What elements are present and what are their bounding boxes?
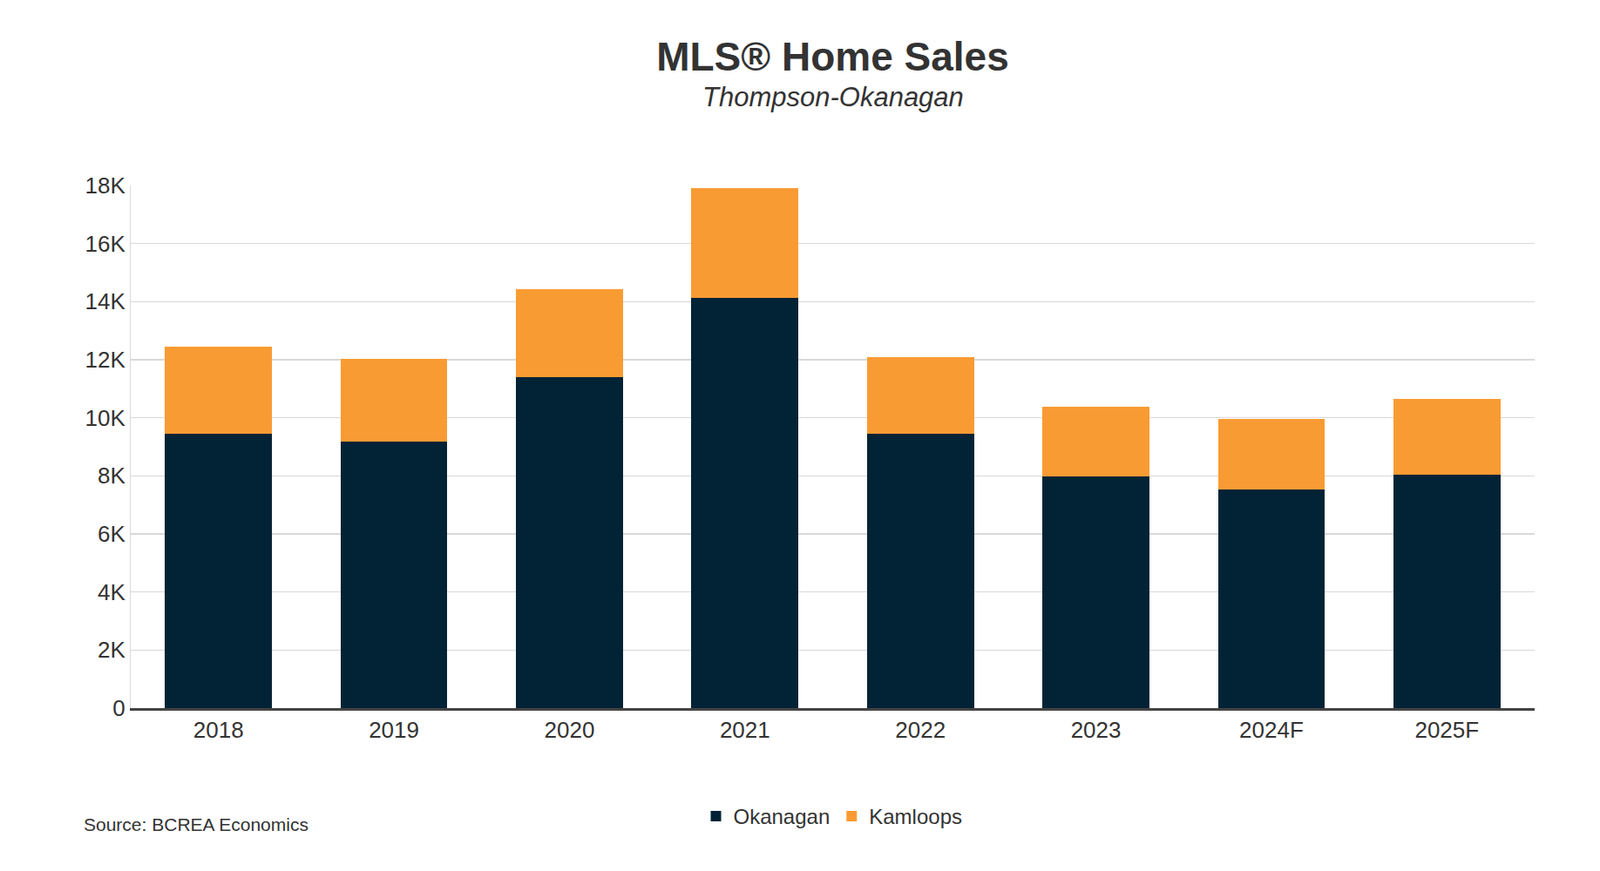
svg-text:2021: 2021	[719, 717, 771, 744]
svg-text:16K: 16K	[85, 230, 127, 258]
svg-text:Kamloops: Kamloops	[868, 805, 963, 829]
svg-text:0: 0	[112, 695, 125, 722]
svg-text:Okanagan: Okanagan	[733, 805, 831, 829]
svg-text:12K: 12K	[85, 346, 127, 373]
svg-text:Source: BCREA Economics: Source: BCREA Economics	[83, 814, 309, 835]
svg-text:2019: 2019	[368, 717, 420, 744]
svg-text:10K: 10K	[85, 405, 127, 432]
svg-text:MLS® Home Sales: MLS® Home Sales	[656, 33, 1010, 80]
svg-text:2K: 2K	[97, 637, 126, 664]
svg-text:2022: 2022	[894, 717, 946, 744]
svg-text:2020: 2020	[544, 717, 596, 744]
svg-text:14K: 14K	[85, 288, 127, 315]
svg-text:6K: 6K	[97, 521, 126, 548]
svg-text:2018: 2018	[193, 717, 245, 744]
svg-text:2025F: 2025F	[1414, 717, 1479, 744]
svg-text:2024F: 2024F	[1239, 717, 1304, 744]
svg-text:8K: 8K	[97, 462, 126, 489]
svg-text:18K: 18K	[85, 172, 127, 199]
svg-text:Thompson-Okanagan: Thompson-Okanagan	[702, 81, 964, 113]
svg-text:2023: 2023	[1071, 717, 1122, 744]
svg-text:4K: 4K	[97, 579, 126, 606]
